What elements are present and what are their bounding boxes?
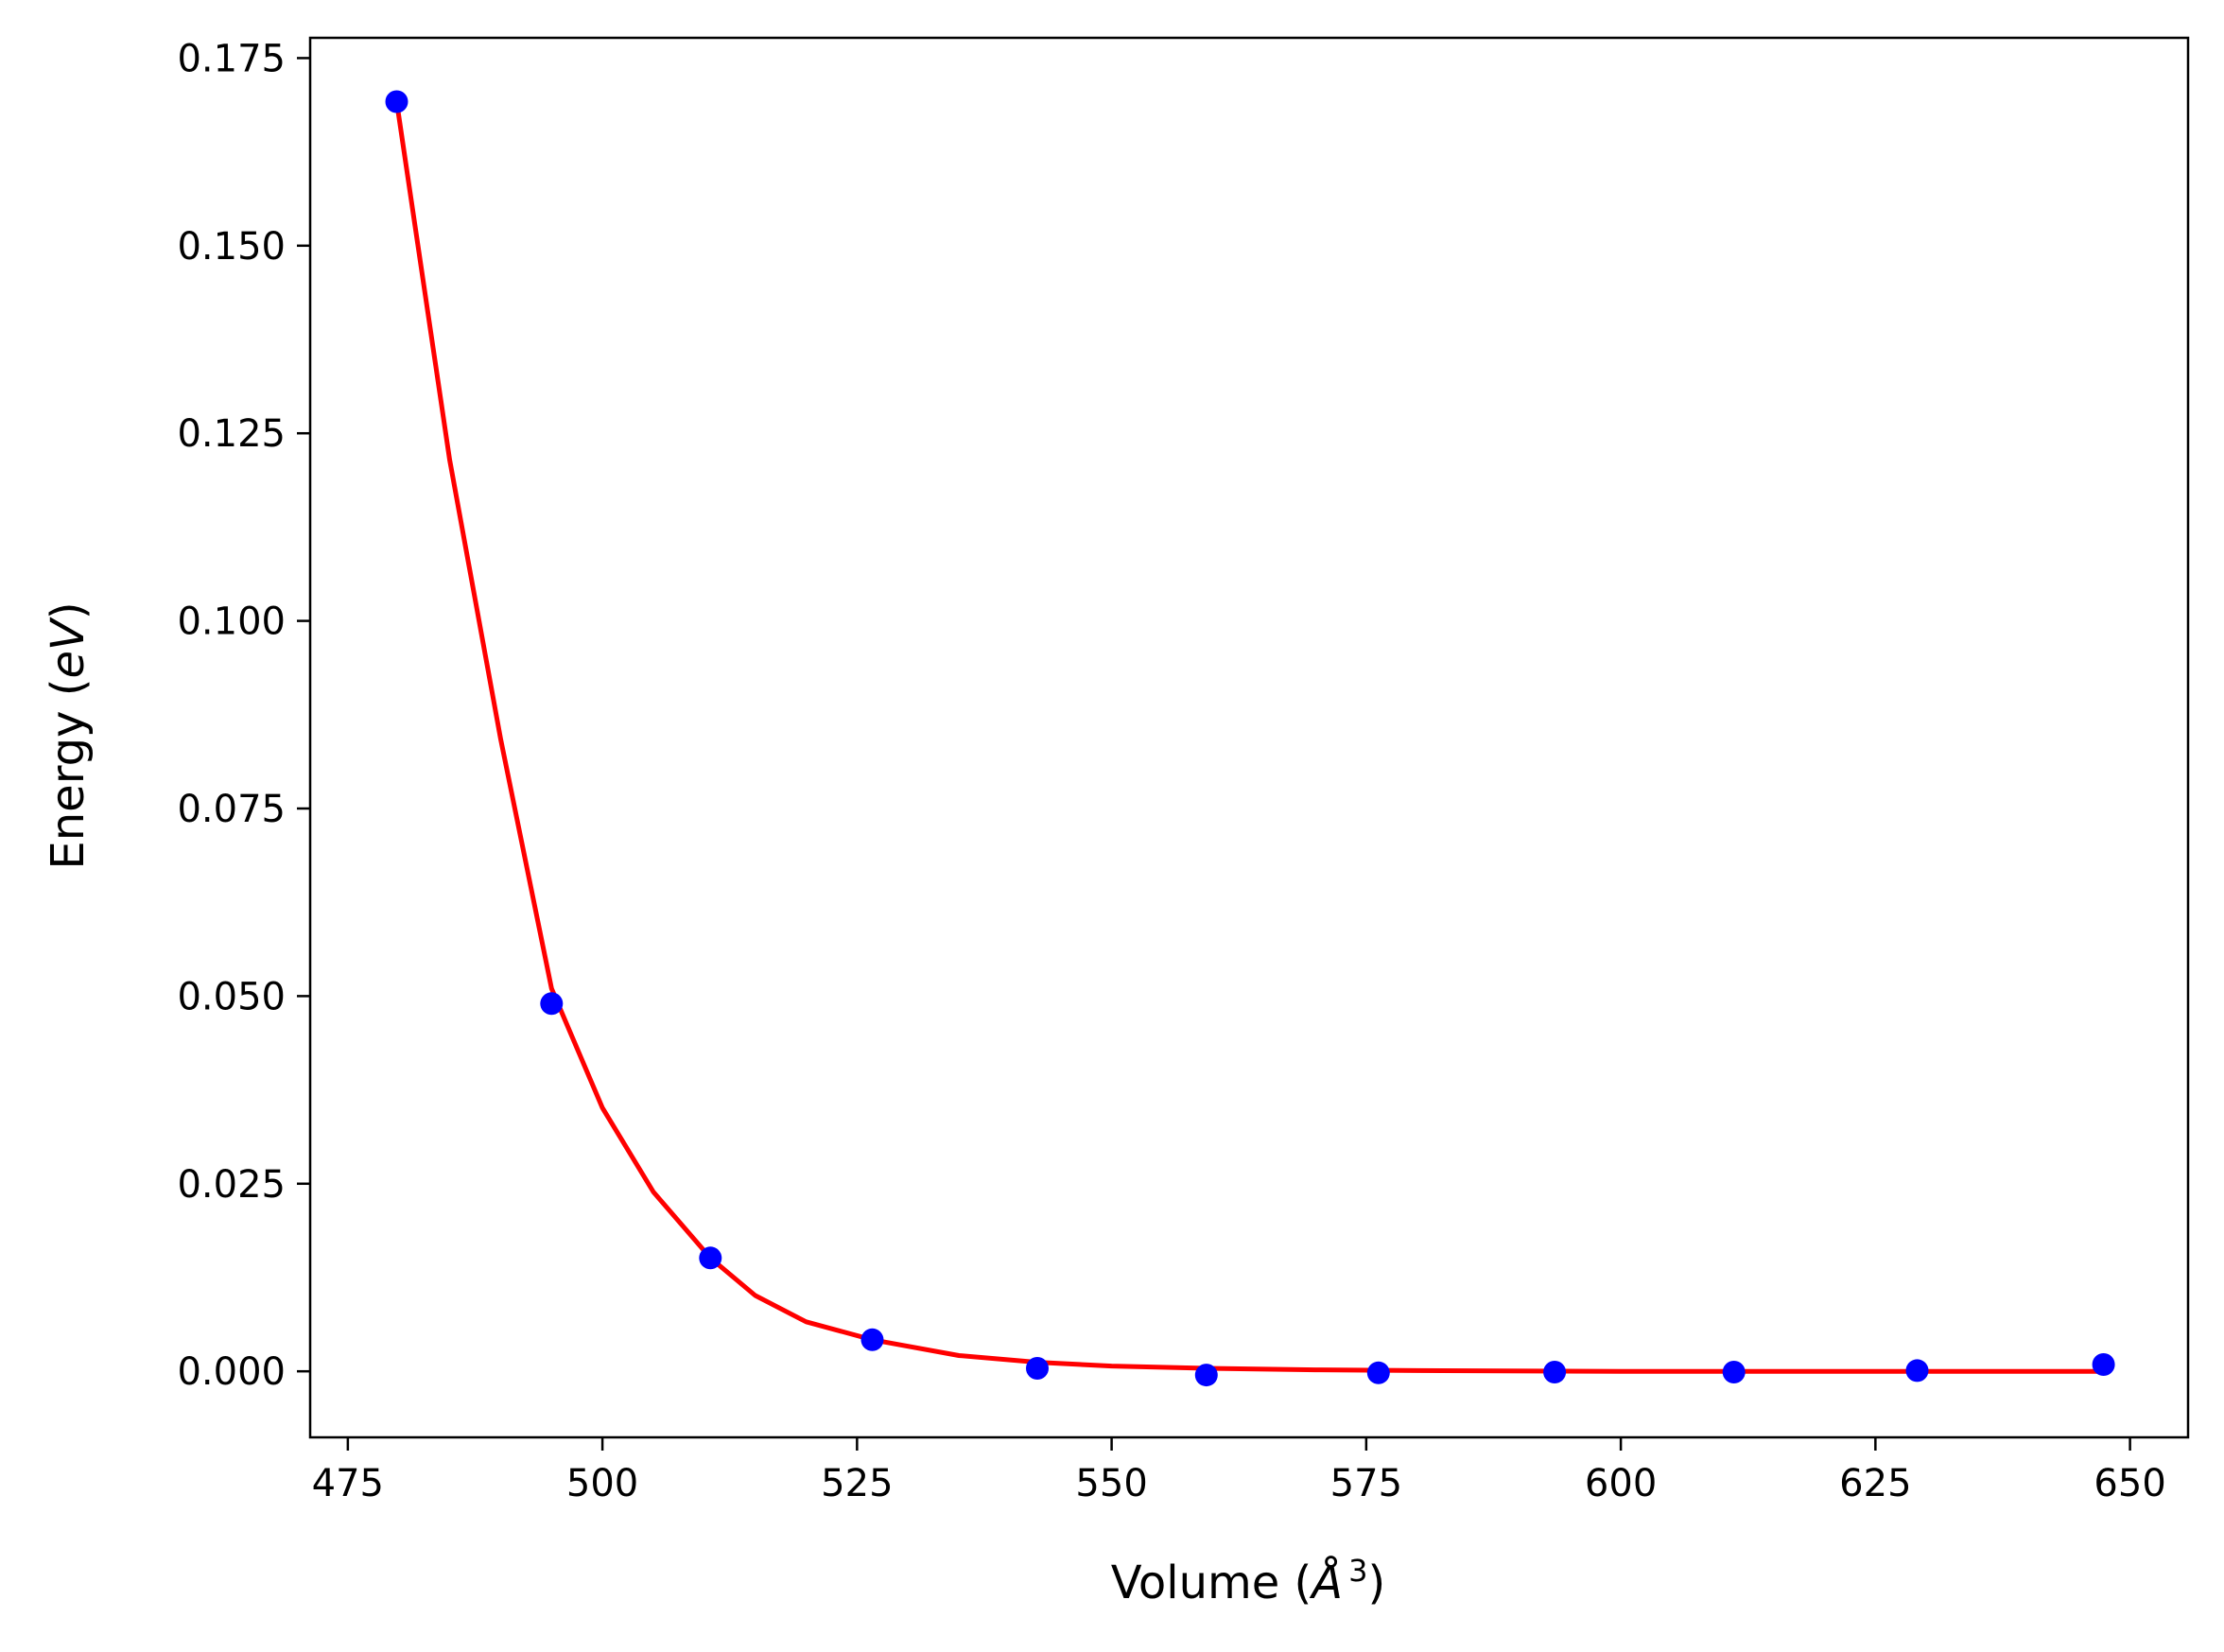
- data-point: [1366, 1361, 1390, 1384]
- y-axis-label: Energy (eV): [42, 601, 95, 869]
- x-tick-label: 650: [2094, 1462, 2165, 1505]
- x-axis-label-unit: Å: [1309, 1556, 1343, 1609]
- data-point: [1722, 1361, 1746, 1383]
- y-axis-label-suffix: ): [42, 601, 95, 619]
- data-point: [2092, 1353, 2115, 1376]
- y-axis-label-prefix: Energy (: [42, 679, 95, 870]
- y-tick-label: 0.150: [177, 225, 286, 269]
- x-tick-label: 575: [1330, 1462, 1402, 1505]
- y-tick-label: 0.175: [177, 37, 286, 80]
- y-axis-ticks: 0.000 0.025 0.050 0.075 0.100 0.125 0.150 0.175: [177, 37, 310, 1394]
- data-point: [385, 90, 408, 113]
- x-axis-label-suffix: ): [1367, 1556, 1385, 1609]
- y-tick-label: 0.100: [177, 600, 286, 644]
- y-axis-label-unit: eV: [42, 617, 95, 679]
- y-tick-label: 0.025: [177, 1163, 286, 1207]
- x-axis-label-prefix: Volume (: [1111, 1556, 1312, 1609]
- x-axis-label-power: 3: [1348, 1553, 1367, 1589]
- x-tick-label: 625: [1839, 1462, 1911, 1505]
- y-tick-label: 0.125: [177, 412, 286, 456]
- data-point: [699, 1246, 722, 1270]
- x-axis-ticks: 475 500 525 550 575 600 625 650: [312, 1437, 2166, 1505]
- y-tick-label: 0.000: [177, 1350, 286, 1394]
- plot-frame: [308, 36, 2190, 1439]
- data-point: [1905, 1359, 1929, 1382]
- y-tick-label: 0.050: [177, 975, 286, 1018]
- x-tick-label: 550: [1075, 1462, 1147, 1505]
- x-tick-label: 500: [566, 1462, 638, 1505]
- data-point: [1194, 1364, 1218, 1387]
- y-tick-label: 0.075: [177, 788, 286, 831]
- x-axis-label: Volume (Å 3): [1111, 1553, 1385, 1609]
- x-tick-label: 475: [312, 1462, 384, 1505]
- data-point: [540, 992, 564, 1016]
- data-points-layer: [385, 90, 2115, 1387]
- data-point: [1543, 1361, 1567, 1383]
- x-tick-label: 525: [821, 1462, 893, 1505]
- data-point: [1026, 1357, 1049, 1380]
- data-point: [860, 1328, 884, 1351]
- x-tick-label: 600: [1585, 1462, 1657, 1505]
